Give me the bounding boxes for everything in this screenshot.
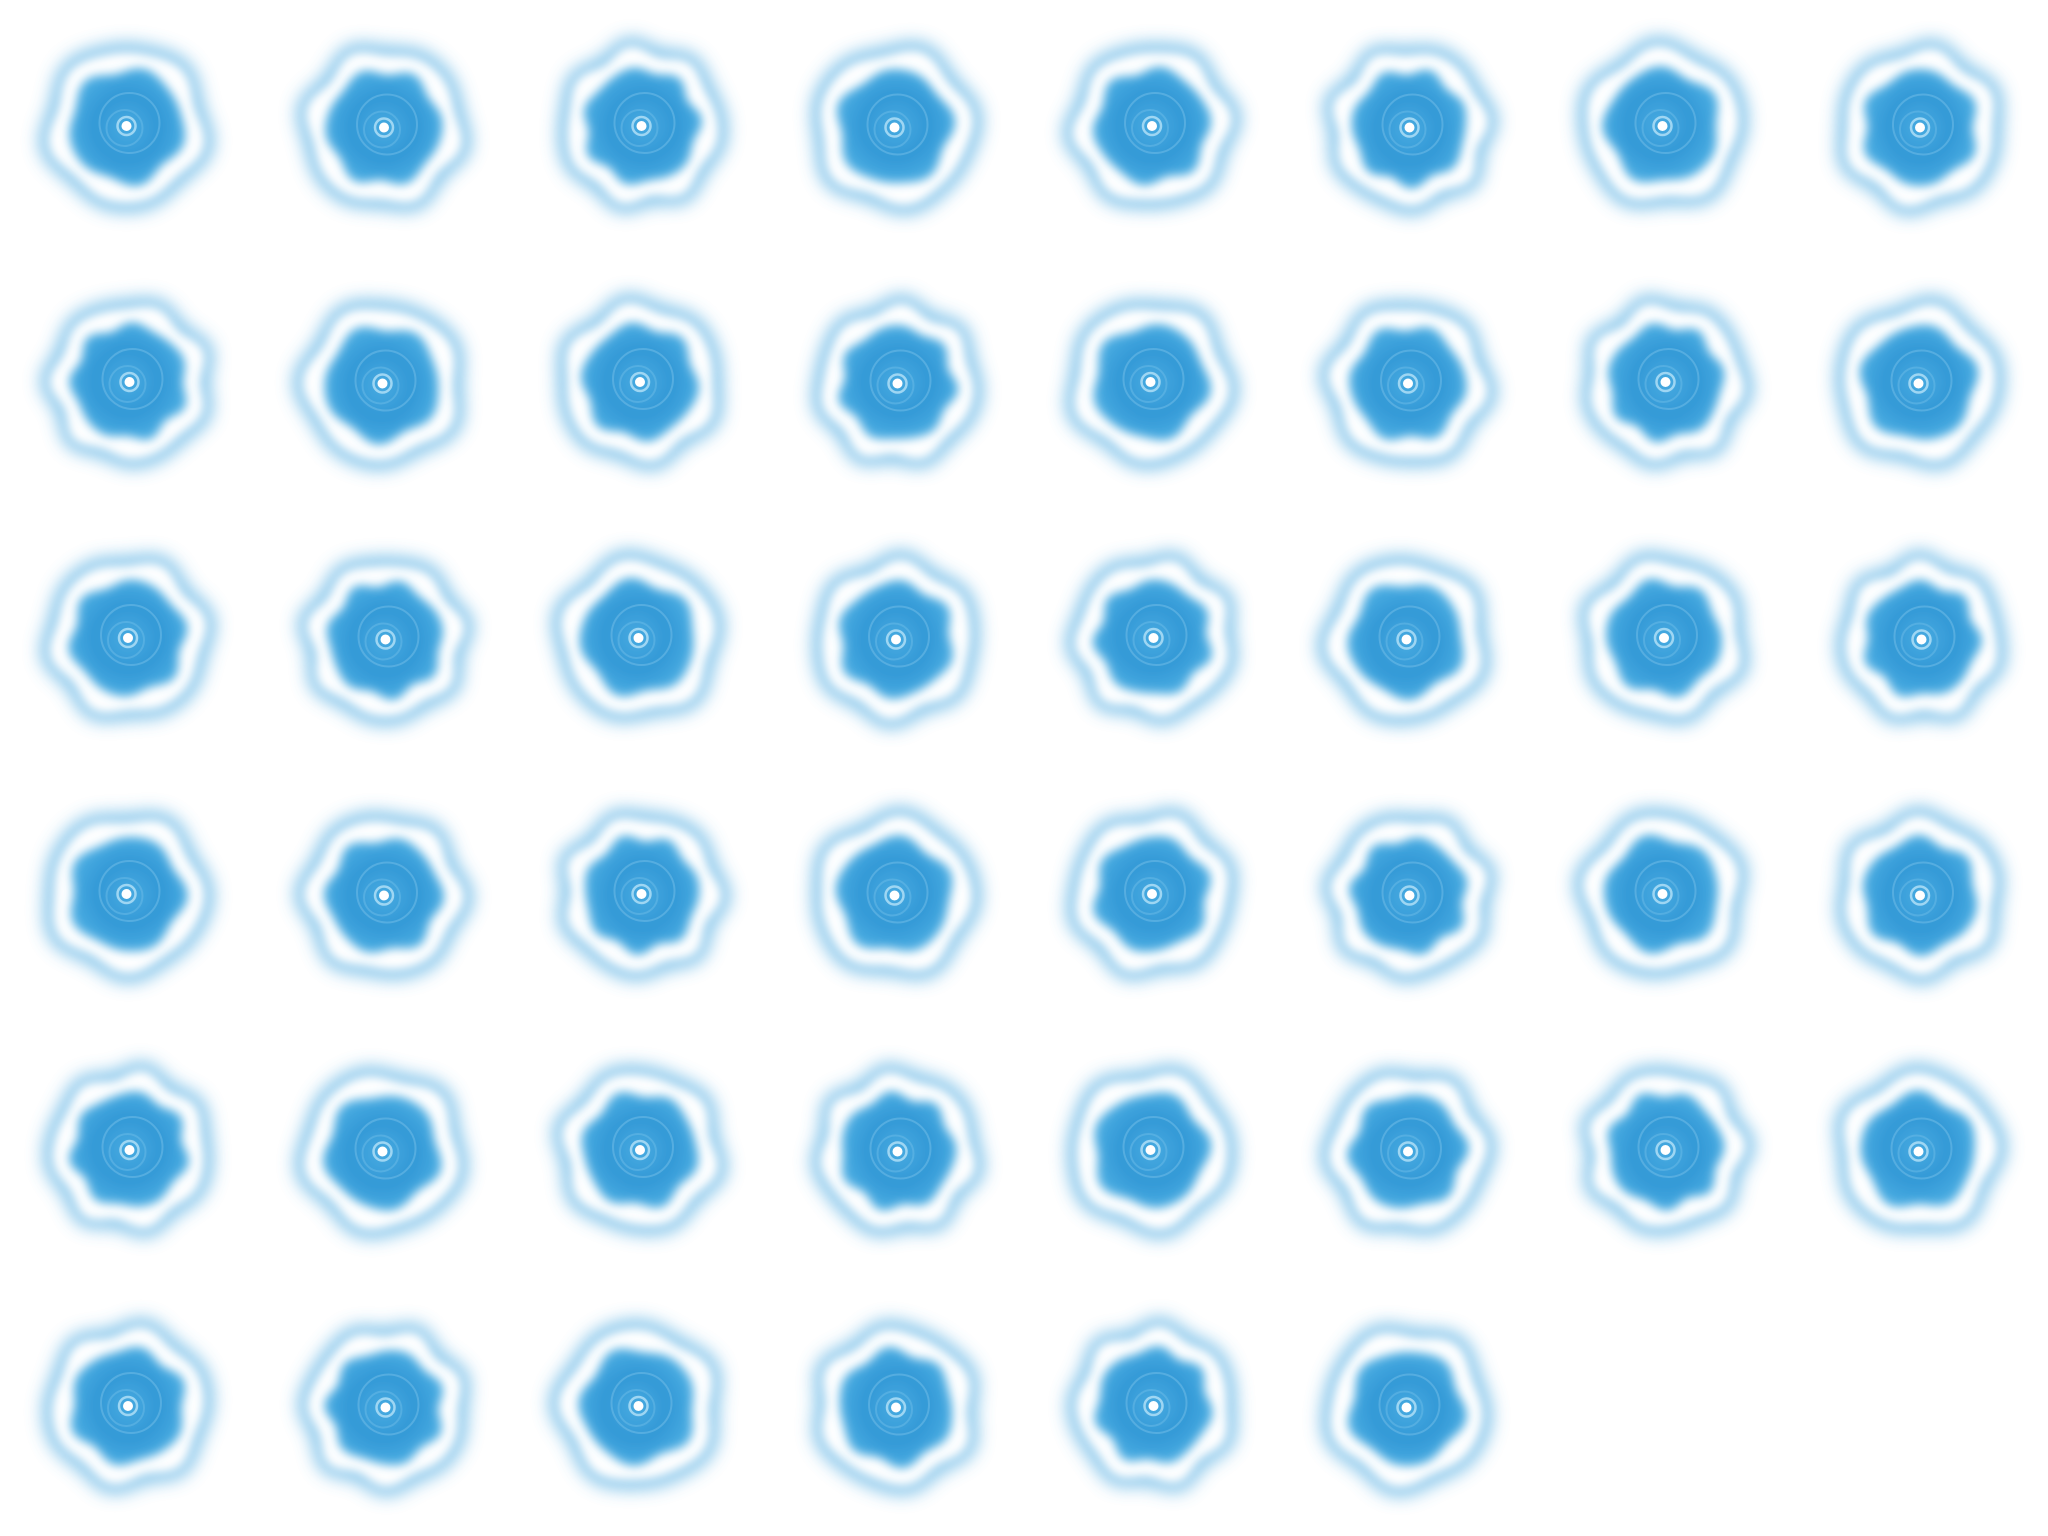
ripple-frame-23 (1536, 512, 1792, 768)
ripple-frame-34 (256, 1024, 512, 1280)
ripple-frame-16 (1792, 256, 2048, 512)
ripple-frame-18 (256, 512, 512, 768)
ripple-frame-03 (512, 0, 768, 256)
ripple-frame-25 (0, 768, 256, 1024)
ripple-frame-31 (1536, 768, 1792, 1024)
ripple-frame-10 (256, 256, 512, 512)
ripple-frame-05 (1024, 0, 1280, 256)
ripple-frame-19 (512, 512, 768, 768)
ripple-frame-26 (256, 768, 512, 1024)
ripple-frame-45 (1024, 1280, 1280, 1536)
ripple-frame-41 (0, 1280, 256, 1536)
ripple-frame-30 (1280, 768, 1536, 1024)
ripple-frame-32 (1792, 768, 2048, 1024)
ripple-frame-24 (1792, 512, 2048, 768)
ripple-frame-22 (1280, 512, 1536, 768)
ripple-frame-39 (1536, 1024, 1792, 1280)
ripple-frame-13 (1024, 256, 1280, 512)
ripple-frame-38 (1280, 1024, 1536, 1280)
ripple-frame-08 (1792, 0, 2048, 256)
ripple-frame-11 (512, 256, 768, 512)
ripple-frame-01 (0, 0, 256, 256)
ripple-frame-29 (1024, 768, 1280, 1024)
ripple-frame-20 (768, 512, 1024, 768)
ripple-frame-07 (1536, 0, 1792, 256)
ripple-frame-12 (768, 256, 1024, 512)
ripple-frame-02 (256, 0, 512, 256)
ripple-frame-06 (1280, 0, 1536, 256)
ripple-frame-37 (1024, 1024, 1280, 1280)
ripple-frame-14 (1280, 256, 1536, 512)
ripple-frame-21 (1024, 512, 1280, 768)
ripple-frame-40 (1792, 1024, 2048, 1280)
ripple-frame-44 (768, 1280, 1024, 1536)
ripple-frame-17 (0, 512, 256, 768)
ripple-frame-33 (0, 1024, 256, 1280)
ripple-frame-15 (1536, 256, 1792, 512)
ripple-frame-27 (512, 768, 768, 1024)
ripple-frame-36 (768, 1024, 1024, 1280)
ripple-frame-43 (512, 1280, 768, 1536)
ripple-frame-46 (1280, 1280, 1536, 1536)
ripple-frame-04 (768, 0, 1024, 256)
ripple-frame-09 (0, 256, 256, 512)
ripple-frame-35 (512, 1024, 768, 1280)
ripple-frame-42 (256, 1280, 512, 1536)
ripple-frame-28 (768, 768, 1024, 1024)
